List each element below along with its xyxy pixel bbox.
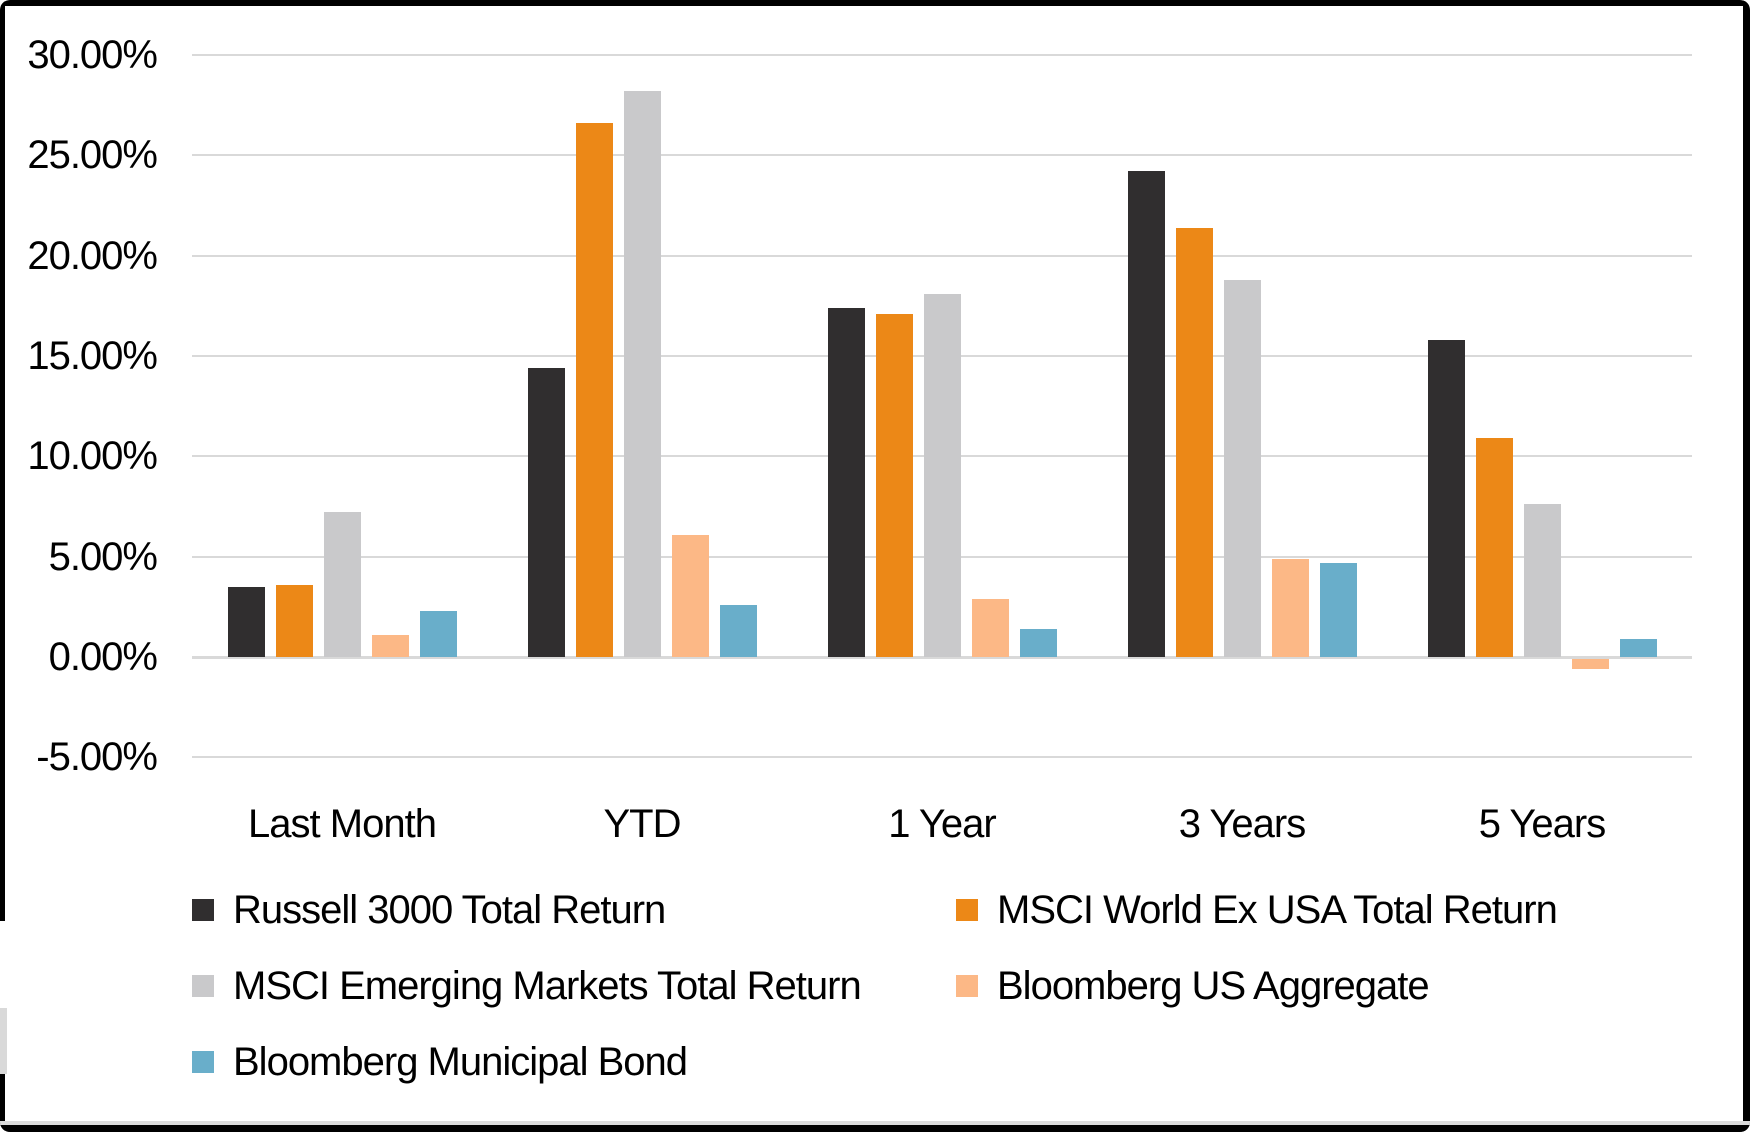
gridline-25	[192, 154, 1692, 156]
bar-series1-last-month	[276, 585, 313, 657]
frame-border-right	[1743, 0, 1750, 1132]
y-axis-label-0: 0.00%	[48, 635, 158, 679]
left-edge-scroll-fragment	[0, 1008, 7, 1074]
left-border-gap	[0, 921, 5, 1008]
bar-series3-3-years	[1272, 559, 1309, 657]
y-axis-label-10: 10.00%	[27, 434, 158, 478]
x-axis-label-ytd: YTD	[603, 802, 682, 846]
gridline-20	[192, 255, 1692, 257]
y-axis-label--5: -5.00%	[36, 735, 158, 779]
bar-series4-last-month	[420, 611, 457, 657]
bar-series2-1-year	[924, 294, 961, 657]
legend-swatch-1	[956, 899, 978, 921]
bar-series2-ytd	[624, 91, 661, 657]
bar-series0-last-month	[228, 587, 265, 657]
bar-series2-3-years	[1224, 280, 1261, 657]
y-axis-label-25: 25.00%	[27, 133, 158, 177]
legend-label-1: MSCI World Ex USA Total Return	[997, 888, 1558, 932]
frame-border-bottom	[0, 1125, 1750, 1132]
legend-swatch-3	[956, 975, 978, 997]
bar-series0-ytd	[528, 368, 565, 657]
bar-series3-1-year	[972, 599, 1009, 657]
bar-series2-5-years	[1524, 504, 1561, 657]
bar-series3-5-years	[1572, 659, 1609, 669]
y-axis-label-15: 15.00%	[27, 334, 158, 378]
legend-swatch-4	[192, 1051, 214, 1073]
bar-series1-5-years	[1476, 438, 1513, 657]
x-axis-label-1-year: 1 Year	[888, 802, 996, 846]
legend-label-2: MSCI Emerging Markets Total Return	[233, 964, 862, 1008]
x-axis-label-5-years: 5 Years	[1478, 802, 1606, 846]
window-bottom-strip	[0, 1121, 1750, 1125]
legend-label-0: Russell 3000 Total Return	[233, 888, 666, 932]
legend-swatch-0	[192, 899, 214, 921]
bar-series1-3-years	[1176, 228, 1213, 657]
bar-series4-3-years	[1320, 563, 1357, 657]
x-axis-label-last-month: Last Month	[248, 802, 437, 846]
bar-series0-3-years	[1128, 171, 1165, 657]
gridline--5	[192, 756, 1692, 758]
gridline-0	[192, 656, 1692, 659]
y-axis-label-20: 20.00%	[27, 234, 158, 278]
frame-border-left	[0, 0, 5, 1132]
legend-label-4: Bloomberg Municipal Bond	[233, 1040, 688, 1084]
gridline-30	[192, 54, 1692, 56]
legend-swatch-2	[192, 975, 214, 997]
bar-series4-5-years	[1620, 639, 1657, 657]
bar-series1-ytd	[576, 123, 613, 657]
bar-series0-1-year	[828, 308, 865, 657]
y-axis-label-5: 5.00%	[48, 535, 158, 579]
bar-series0-5-years	[1428, 340, 1465, 657]
y-axis-label-30: 30.00%	[27, 33, 158, 77]
frame-border-top	[0, 0, 1750, 6]
bar-series3-ytd	[672, 535, 709, 657]
bar-series2-last-month	[324, 512, 361, 657]
legend-label-3: Bloomberg US Aggregate	[997, 964, 1430, 1008]
bar-series4-1-year	[1020, 629, 1057, 657]
x-axis-label-3-years: 3 Years	[1178, 802, 1306, 846]
bar-series3-last-month	[372, 635, 409, 657]
bar-series1-1-year	[876, 314, 913, 657]
bar-series4-ytd	[720, 605, 757, 657]
